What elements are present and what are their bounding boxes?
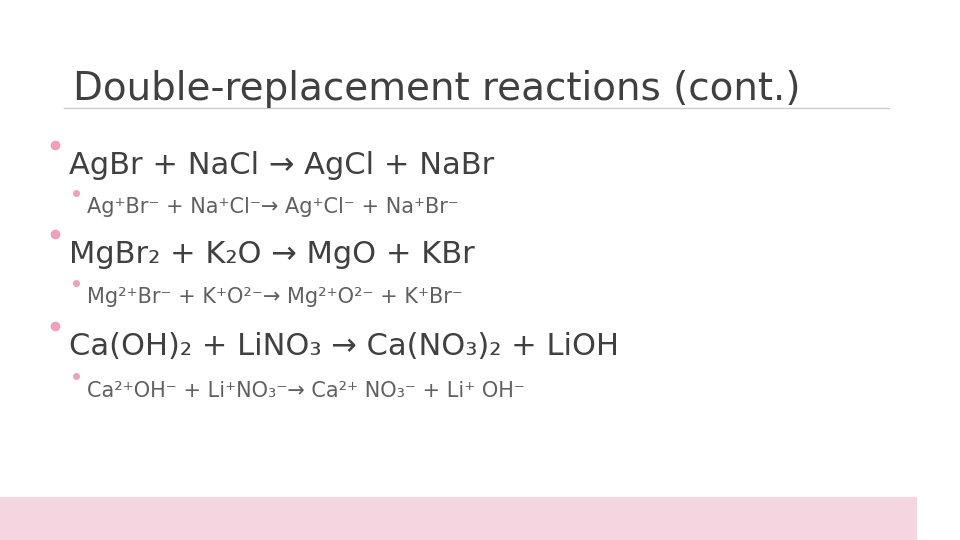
Text: Double-replacement reactions (cont.): Double-replacement reactions (cont.)	[73, 70, 801, 108]
Text: Ag⁺Br⁻ + Na⁺Cl⁻→ Ag⁺Cl⁻ + Na⁺Br⁻: Ag⁺Br⁻ + Na⁺Cl⁻→ Ag⁺Cl⁻ + Na⁺Br⁻	[87, 197, 459, 217]
FancyBboxPatch shape	[0, 497, 917, 540]
Text: Ca²⁺OH⁻ + Li⁺NO₃⁻→ Ca²⁺ NO₃⁻ + Li⁺ OH⁻: Ca²⁺OH⁻ + Li⁺NO₃⁻→ Ca²⁺ NO₃⁻ + Li⁺ OH⁻	[87, 381, 525, 401]
Text: Mg²⁺Br⁻ + K⁺O²⁻→ Mg²⁺O²⁻ + K⁺Br⁻: Mg²⁺Br⁻ + K⁺O²⁻→ Mg²⁺O²⁻ + K⁺Br⁻	[87, 287, 463, 307]
Text: Ca(OH)₂ + LiNO₃ → Ca(NO₃)₂ + LiOH: Ca(OH)₂ + LiNO₃ → Ca(NO₃)₂ + LiOH	[69, 332, 619, 361]
Text: MgBr₂ + K₂O → MgO + KBr: MgBr₂ + K₂O → MgO + KBr	[69, 240, 474, 269]
Text: AgBr + NaCl → AgCl + NaBr: AgBr + NaCl → AgCl + NaBr	[69, 151, 494, 180]
